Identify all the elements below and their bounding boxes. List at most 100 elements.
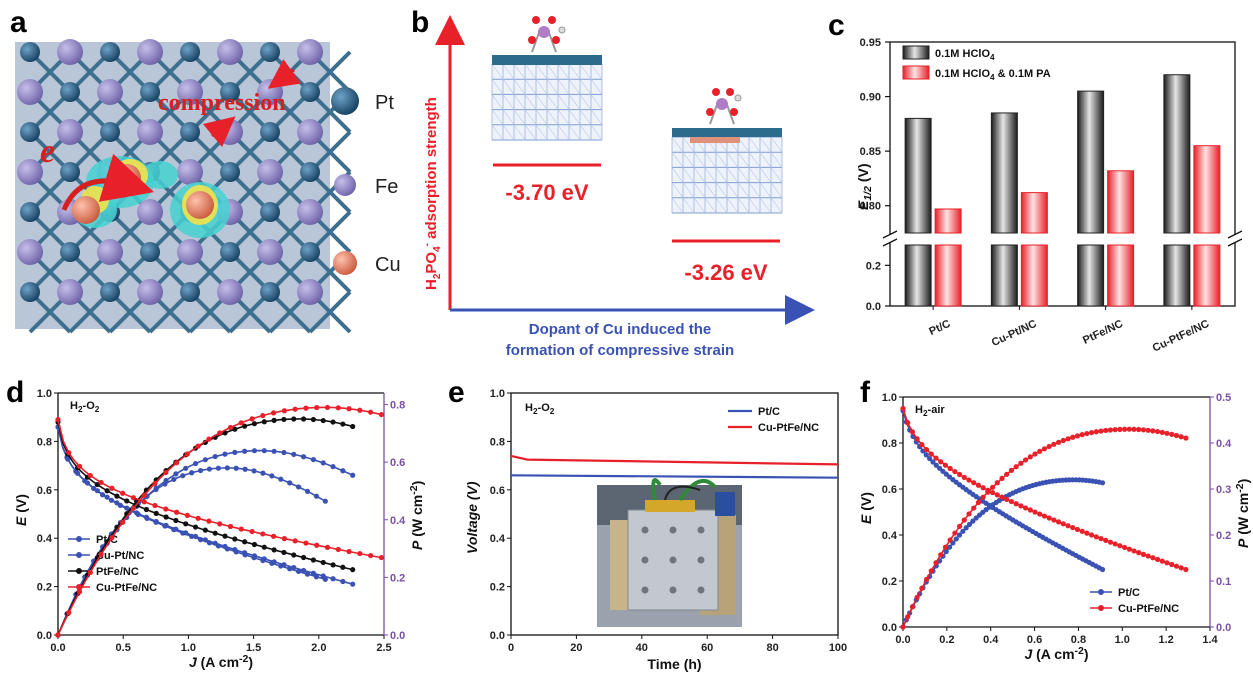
data-point <box>942 544 949 550</box>
data-point <box>184 451 190 457</box>
data-point <box>84 480 91 486</box>
data-point <box>960 528 966 534</box>
y-tick-label: 0.8 <box>490 436 505 448</box>
photo-bolt <box>697 526 705 534</box>
data-point <box>947 537 953 543</box>
pt-atom <box>180 122 200 142</box>
slab-gridline <box>737 182 750 198</box>
axis-break-mark <box>882 238 898 247</box>
legend-label: 0.1M HClO4 & 0.1M PA <box>935 68 1051 82</box>
data-point <box>238 526 244 532</box>
y-tick-label: 0.8 <box>37 436 52 448</box>
data-point <box>1131 548 1137 554</box>
data-point <box>217 430 223 436</box>
data-point <box>914 594 920 600</box>
data-point <box>1074 526 1081 533</box>
data-point <box>1022 457 1029 463</box>
data-point <box>952 468 958 475</box>
pt-atom <box>140 242 160 262</box>
adsorption-axis-label: H2PO4- adsorption strength <box>422 97 443 290</box>
data-point <box>1140 427 1147 433</box>
slab-gridline <box>579 109 592 125</box>
data-point <box>251 541 258 548</box>
data-point <box>1065 523 1071 529</box>
slab-gridline <box>546 63 559 80</box>
data-point <box>163 522 169 528</box>
data-point <box>930 459 936 465</box>
slab-gridline <box>737 152 750 168</box>
x-tick-label: 0.8 <box>1071 634 1086 646</box>
data-point <box>1013 501 1019 507</box>
slab-gridline <box>579 63 592 80</box>
data-point <box>76 589 83 595</box>
data-point <box>232 547 238 553</box>
data-point <box>270 410 277 416</box>
data-point <box>1093 534 1099 540</box>
slab-gridline <box>737 197 750 214</box>
slab-gridline <box>590 109 603 125</box>
data-point <box>130 505 137 511</box>
slab-structure-left <box>491 16 603 141</box>
data-point <box>1004 471 1010 477</box>
slab-gridline <box>590 79 603 95</box>
fe-atom <box>297 199 323 225</box>
data-point <box>324 544 331 550</box>
data-point <box>98 551 104 557</box>
legend-label: Cu-PtFe/NC <box>758 422 819 434</box>
slab-gridline <box>726 182 739 198</box>
operating-condition-note: H2-O2 <box>70 400 100 414</box>
fe-atom <box>97 79 123 105</box>
data-point <box>1121 426 1128 432</box>
h-atom-icon <box>558 26 566 34</box>
slab-gridline <box>715 197 728 214</box>
legend-label: Cu-PtFe/NC <box>96 582 157 594</box>
bar <box>904 117 932 234</box>
data-point <box>281 549 287 556</box>
fe-atom <box>297 279 323 305</box>
y-tick-label: 0.4 <box>490 533 506 545</box>
operating-condition-note-part: H <box>915 404 923 416</box>
data-point <box>994 480 1000 486</box>
x-tick-label: Cu-PtFe/NC <box>1151 318 1212 355</box>
data-point <box>260 531 266 537</box>
data-point <box>114 493 120 499</box>
slab-gridline <box>557 109 570 125</box>
legend-marker <box>76 536 82 542</box>
data-point <box>985 489 991 495</box>
y-right-tick-label: 0.0 <box>1216 622 1231 634</box>
y-tick-label: 0.0 <box>882 622 897 634</box>
data-point <box>153 510 159 516</box>
slab-gridline <box>682 167 695 183</box>
slab-gridline <box>568 109 581 125</box>
data-point <box>152 480 158 486</box>
data-point <box>195 443 201 449</box>
slab-gridline <box>502 79 515 95</box>
data-point <box>271 417 277 423</box>
data-point <box>242 466 248 472</box>
o-atom-icon <box>712 88 720 96</box>
slab-gridline <box>770 136 783 153</box>
x-tick-label: 0.5 <box>116 642 131 654</box>
fe-atom <box>137 119 163 145</box>
data-point <box>923 452 929 458</box>
axis-break-gap <box>882 234 1243 243</box>
data-point <box>919 442 925 448</box>
panel-b-label: b <box>411 6 429 39</box>
slab-gridline <box>682 136 695 153</box>
data-point <box>1169 431 1175 437</box>
data-point <box>238 420 244 426</box>
data-point <box>1099 480 1106 486</box>
data-point <box>1150 555 1156 561</box>
pt-atom <box>300 242 320 262</box>
slab-gridline <box>682 182 695 198</box>
data-point <box>320 559 326 566</box>
data-point <box>55 632 61 638</box>
data-point <box>340 468 346 474</box>
slab-gridline <box>524 94 537 110</box>
data-point <box>141 499 147 505</box>
y-axis-label-right-part: P <box>409 540 425 550</box>
strain-axis-label-line2: formation of compressive strain <box>506 342 734 359</box>
data-point <box>192 533 199 540</box>
panel-a-label: a <box>10 6 27 39</box>
fe-atom <box>57 39 83 65</box>
